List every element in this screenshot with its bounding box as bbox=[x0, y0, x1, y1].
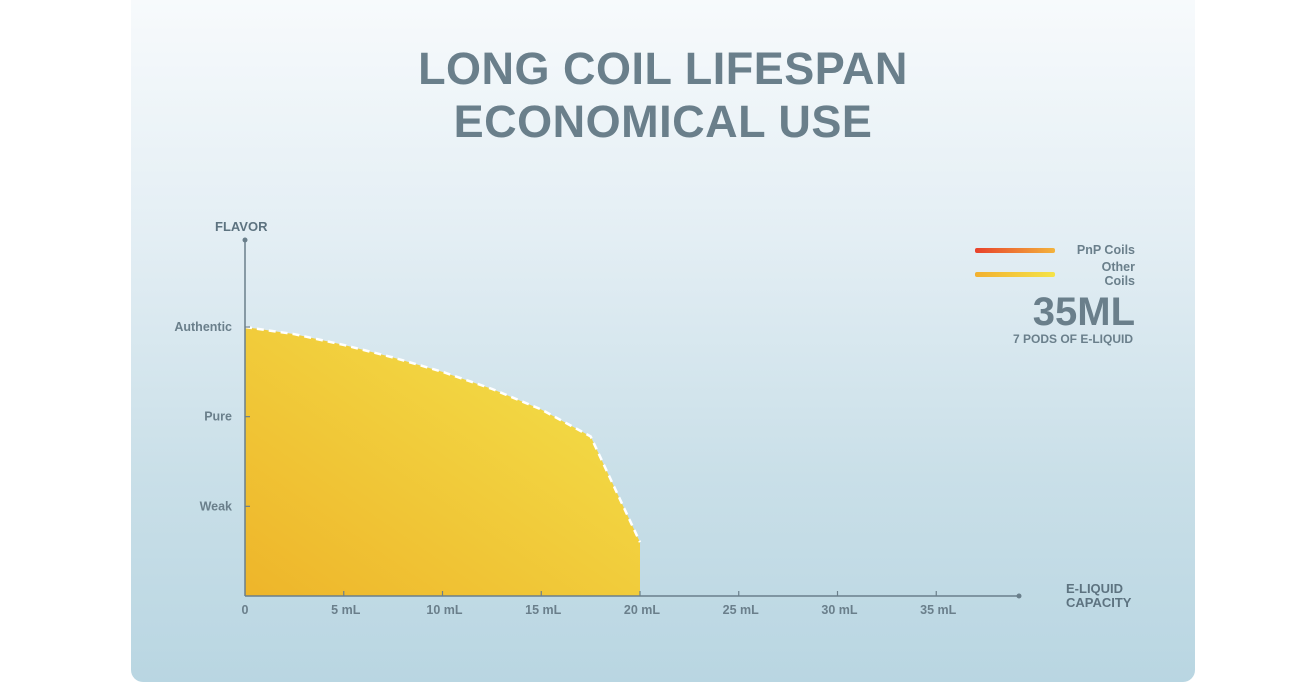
y-tick-label-authentic: Authentic bbox=[174, 320, 232, 334]
x-tick-label-5: 25 mL bbox=[723, 603, 759, 617]
legend-label-other: Other Coils bbox=[1101, 260, 1135, 288]
legend-swatch-other bbox=[975, 271, 1055, 277]
capacity-highlight: 35ML bbox=[1032, 290, 1135, 334]
title-line-1: LONG COIL LIFESPAN bbox=[418, 43, 908, 94]
legend-swatch-pnp bbox=[975, 247, 1055, 253]
x-tick-label-0: 0 bbox=[242, 603, 249, 617]
x-tick-label-7: 35 mL bbox=[920, 603, 956, 617]
y-tick-label-weak: Weak bbox=[200, 499, 232, 513]
y-tick-label-pure: Pure bbox=[204, 410, 232, 424]
y-axis-end-dot bbox=[242, 237, 248, 243]
x-tick-label-6: 30 mL bbox=[821, 603, 857, 617]
area-fill-other-coils bbox=[245, 327, 640, 596]
x-tick-label-4: 20 mL bbox=[624, 603, 660, 617]
capacity-subtitle: 7 PODS OF E-LIQUID bbox=[1012, 332, 1133, 346]
curve-other-coils bbox=[244, 325, 642, 543]
x-tick-label-3: 15 mL bbox=[525, 603, 561, 617]
legend-item-pnp: PnP Coils bbox=[935, 238, 1135, 262]
x-tick-label-1: 5 mL bbox=[331, 603, 361, 617]
legend: PnP Coils Other Coils bbox=[935, 238, 1135, 288]
x-axis-title-line-1: E-LIQUID bbox=[1066, 581, 1123, 596]
legend-label-pnp: PnP Coils bbox=[1076, 243, 1135, 257]
x-axis-title-line-2: CAPACITY bbox=[1066, 595, 1132, 610]
title-line-2: ECONOMICAL USE bbox=[453, 96, 873, 147]
legend-item-other: Other Coils bbox=[935, 260, 1135, 288]
x-axis-end-dot bbox=[1016, 593, 1022, 599]
x-tick-label-2: 10 mL bbox=[426, 603, 462, 617]
y-axis-title: FLAVOR bbox=[215, 219, 268, 234]
chart-title: LONG COIL LIFESPAN ECONOMICAL USE bbox=[131, 42, 1195, 148]
